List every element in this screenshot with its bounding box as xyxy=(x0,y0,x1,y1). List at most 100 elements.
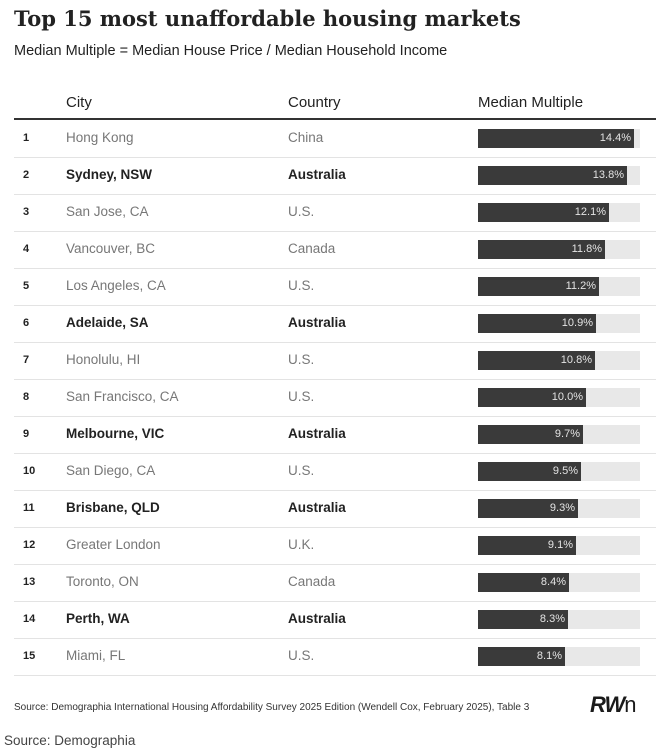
table-row: 5 Los Angeles, CA U.S. 11.2% xyxy=(14,268,656,306)
bar-fill xyxy=(478,610,568,629)
row-rank: 13 xyxy=(23,576,36,588)
row-city: Greater London xyxy=(66,537,161,552)
table-row: 3 San Jose, CA U.S. 12.1% xyxy=(14,194,656,232)
row-country: Australia xyxy=(288,426,346,441)
row-rank: 4 xyxy=(23,243,30,255)
bar-fill xyxy=(478,277,599,296)
row-country: Australia xyxy=(288,167,346,182)
bar-track: 11.8% xyxy=(478,240,640,259)
bar-fill xyxy=(478,388,586,407)
source-note: Source: Demographia International Housin… xyxy=(14,702,530,713)
bar-value-label: 9.7% xyxy=(554,428,580,440)
row-country: U.S. xyxy=(288,389,315,404)
row-country: Canada xyxy=(288,241,336,256)
row-city: Melbourne, VIC xyxy=(66,426,165,441)
bar-value-label: 11.2% xyxy=(565,280,596,292)
chart-title: Top 15 most unaffordable housing markets xyxy=(14,6,521,31)
row-rank: 9 xyxy=(23,428,30,440)
bar-fill xyxy=(478,536,576,555)
bar-track: 10.8% xyxy=(478,351,640,370)
bar-track: 8.3% xyxy=(478,610,640,629)
table-row: 9 Melbourne, VIC Australia 9.7% xyxy=(14,416,656,454)
bar-value-label: 10.8% xyxy=(560,354,592,366)
bar-value-label: 14.4% xyxy=(599,132,631,144)
row-city: Vancouver, BC xyxy=(66,241,156,256)
bar-fill xyxy=(478,462,581,481)
row-country: U.K. xyxy=(288,537,315,552)
table-row: 2 Sydney, NSW Australia 13.8% xyxy=(14,157,656,195)
row-city: Honolulu, HI xyxy=(66,352,141,367)
bar-fill xyxy=(478,499,578,518)
bar-track: 9.7% xyxy=(478,425,640,444)
bar-track: 10.9% xyxy=(478,314,640,333)
row-city: Toronto, ON xyxy=(66,574,139,589)
column-header-country: Country xyxy=(288,94,341,111)
row-city: San Francisco, CA xyxy=(66,389,179,404)
bar-fill xyxy=(478,129,634,148)
bar-value-label: 13.8% xyxy=(592,169,624,181)
bar-fill xyxy=(478,166,627,185)
chart-subtitle: Median Multiple = Median House Price / M… xyxy=(14,43,448,59)
rwn-logo: RWn xyxy=(590,692,637,717)
bar-fill xyxy=(478,573,569,592)
row-city: Sydney, NSW xyxy=(66,167,153,182)
row-country: U.S. xyxy=(288,204,315,219)
row-rank: 10 xyxy=(23,465,36,477)
bar-value-label: 8.1% xyxy=(536,650,562,662)
row-rank: 5 xyxy=(23,280,30,292)
row-city: San Diego, CA xyxy=(66,463,156,478)
bar-fill xyxy=(478,647,565,666)
row-rank: 15 xyxy=(23,650,36,662)
bar-value-label: 10.0% xyxy=(551,391,583,403)
bar-value-label: 9.3% xyxy=(549,502,575,514)
row-city: San Jose, CA xyxy=(66,204,149,219)
row-country: Australia xyxy=(288,500,346,515)
row-city: Adelaide, SA xyxy=(66,315,149,330)
bar-fill xyxy=(478,203,609,222)
row-city: Perth, WA xyxy=(66,611,130,626)
bar-track: 12.1% xyxy=(478,203,640,222)
table-row: 1 Hong Kong China 14.4% xyxy=(14,120,656,158)
bar-fill xyxy=(478,314,596,333)
row-country: Australia xyxy=(288,611,346,626)
row-city: Brisbane, QLD xyxy=(66,500,160,515)
bar-value-label: 8.4% xyxy=(540,576,566,588)
table-row: 12 Greater London U.K. 9.1% xyxy=(14,527,656,565)
row-rank: 6 xyxy=(23,317,30,329)
row-city: Hong Kong xyxy=(66,130,134,145)
bar-fill xyxy=(478,425,583,444)
row-rank: 2 xyxy=(23,169,30,181)
bar-value-label: 11.8% xyxy=(571,243,602,255)
bar-value-label: 12.1% xyxy=(574,206,606,218)
row-rank: 8 xyxy=(23,391,30,403)
table-row: 14 Perth, WA Australia 8.3% xyxy=(14,601,656,639)
row-rank: 3 xyxy=(23,206,30,218)
table-row: 11 Brisbane, QLD Australia 9.3% xyxy=(14,490,656,528)
table-row: 6 Adelaide, SA Australia 10.9% xyxy=(14,305,656,343)
table-row: 8 San Francisco, CA U.S. 10.0% xyxy=(14,379,656,417)
row-city: Los Angeles, CA xyxy=(66,278,166,293)
row-rank: 7 xyxy=(23,354,30,366)
row-rank: 12 xyxy=(23,539,36,551)
table-row: 13 Toronto, ON Canada 8.4% xyxy=(14,564,656,602)
column-header-city: City xyxy=(66,94,92,111)
header-divider xyxy=(14,118,656,120)
bar-track: 9.1% xyxy=(478,536,640,555)
row-country: Canada xyxy=(288,574,336,589)
bar-fill xyxy=(478,240,605,259)
bar-track: 13.8% xyxy=(478,166,640,185)
table-row: 7 Honolulu, HI U.S. 10.8% xyxy=(14,342,656,380)
bar-track: 11.2% xyxy=(478,277,640,296)
row-rank: 14 xyxy=(23,613,36,625)
table-row: 4 Vancouver, BC Canada 11.8% xyxy=(14,231,656,269)
bar-value-label: 8.3% xyxy=(539,613,565,625)
bar-track: 8.1% xyxy=(478,647,640,666)
bar-value-label: 10.9% xyxy=(561,317,593,329)
row-country: U.S. xyxy=(288,278,315,293)
row-country: U.S. xyxy=(288,463,315,478)
table-row: 15 Miami, FL U.S. 8.1% xyxy=(14,638,656,676)
column-header-median-multiple: Median Multiple xyxy=(478,94,584,111)
row-city: Miami, FL xyxy=(66,648,126,663)
row-rank: 1 xyxy=(23,132,30,144)
bar-track: 9.3% xyxy=(478,499,640,518)
